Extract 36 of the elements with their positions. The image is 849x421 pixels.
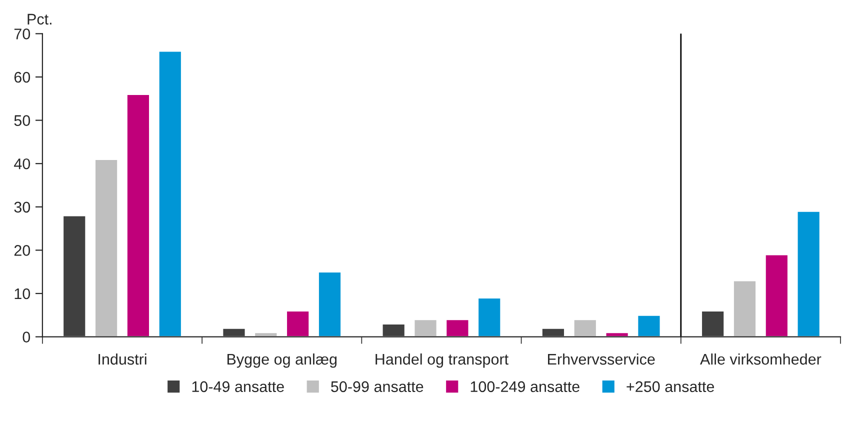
bar (541, 327, 566, 337)
bar (477, 297, 502, 337)
legend-label: 50-99 ansatte (331, 381, 424, 392)
y-axis-title: Pct. (28, 14, 52, 25)
y-tick-label: 30 (14, 202, 30, 213)
legend-label: 100-249 ansatte (470, 381, 580, 392)
bar (286, 310, 310, 337)
y-tick-label: 10 (14, 288, 30, 300)
bar (318, 271, 342, 337)
y-tick-label: 50 (14, 115, 30, 126)
y-tick-label: 60 (14, 72, 30, 83)
bar (413, 318, 438, 337)
bar (222, 327, 246, 337)
y-tick-label: 20 (14, 245, 30, 256)
bar (572, 318, 598, 337)
x-tick-label: Industri (98, 353, 146, 365)
bar (94, 158, 118, 337)
x-tick-label: Erhvervsservice (548, 353, 655, 365)
bar (158, 50, 182, 337)
legend-label: 10-49 ansatte (192, 381, 284, 392)
y-tick-label: 40 (14, 158, 30, 170)
y-tick-label: 0 (22, 332, 30, 342)
bar (732, 280, 757, 337)
bar (381, 323, 406, 337)
bar (445, 318, 470, 337)
bar (764, 254, 789, 337)
bar (62, 214, 87, 337)
x-tick-label: Bygge og anlæg (227, 353, 337, 368)
bar (636, 314, 662, 337)
legend-label: +250 ansatte (626, 381, 714, 392)
bar (700, 310, 726, 337)
bar (126, 94, 150, 337)
y-tick-label: 70 (14, 28, 30, 40)
bar (796, 210, 821, 337)
x-tick-label: Handel og transport (376, 353, 508, 368)
x-tick-label: Alle virksomheder (700, 353, 822, 365)
